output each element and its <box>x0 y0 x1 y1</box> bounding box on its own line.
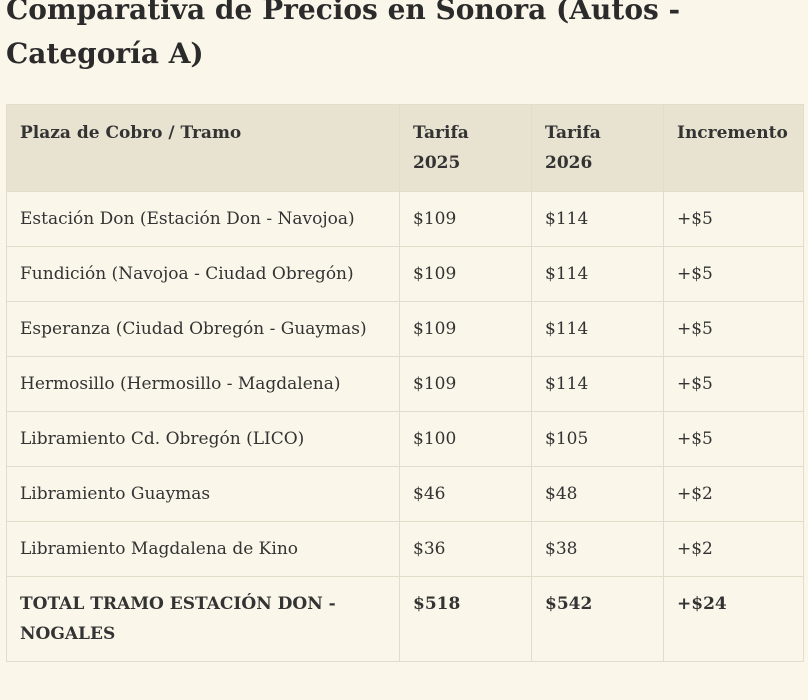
header-cell: Tarifa 2026 <box>531 104 664 192</box>
table-cell: $109 <box>399 246 532 302</box>
table-row: Libramiento Guaymas $46 $48 +$2 <box>6 466 804 522</box>
table-cell: +$5 <box>663 246 804 302</box>
table-cell: +$2 <box>663 466 804 522</box>
table-cell: $114 <box>531 301 664 357</box>
total-cell: $542 <box>531 576 664 662</box>
table-cell: Esperanza (Ciudad Obregón - Guaymas) <box>6 301 400 357</box>
table-cell: +$5 <box>663 356 804 412</box>
table-row: Libramiento Magdalena de Kino $36 $38 +$2 <box>6 521 804 577</box>
title: Comparativa de Precios en Sonora (Autos … <box>6 0 681 70</box>
table-row: Fundición (Navojoa - Ciudad Obregón) $109… <box>6 246 804 302</box>
header-row: Plaza de Cobro / Tramo Tarifa 2025 Tarifa … <box>6 104 804 192</box>
table-cell: Fundición (Navojoa - Ciudad Obregón) <box>6 246 400 302</box>
price-table: Plaza de Cobro / Tramo Tarifa 2025 Tarifa … <box>6 104 804 662</box>
header-cell: Tarifa 2025 <box>399 104 532 192</box>
table-cell: +$2 <box>663 521 804 577</box>
table-cell: $100 <box>399 411 532 467</box>
table-cell: $36 <box>399 521 532 577</box>
total-cell: +$24 <box>663 576 804 662</box>
table-row: Hermosillo (Hermosillo - Magdalena) $109 $… <box>6 356 804 412</box>
table-body: Estación Don (Estación Don - Navojoa) $10… <box>6 191 804 662</box>
table-cell: $46 <box>399 466 532 522</box>
table-cell: $114 <box>531 356 664 412</box>
table-cell: $114 <box>531 191 664 247</box>
table-cell: Libramiento Cd. Obregón (LICO) <box>6 411 400 467</box>
header-cell: Plaza de Cobro / Tramo <box>6 104 400 192</box>
total-cell: TOTAL TRAMO ESTACIÓN DON - NOGALES <box>6 576 400 662</box>
table-cell: +$5 <box>663 301 804 357</box>
table-cell: +$5 <box>663 411 804 467</box>
table-cell: $109 <box>399 301 532 357</box>
table-cell: Estación Don (Estación Don - Navojoa) <box>6 191 400 247</box>
table-cell: +$5 <box>663 191 804 247</box>
table-cell: $38 <box>531 521 664 577</box>
table-cell: $109 <box>399 191 532 247</box>
table-cell: $48 <box>531 466 664 522</box>
table-row: Esperanza (Ciudad Obregón - Guaymas) $109… <box>6 301 804 357</box>
header-cell: Incremento <box>663 104 804 192</box>
table-cell: Libramiento Guaymas <box>6 466 400 522</box>
total-row: TOTAL TRAMO ESTACIÓN DON - NOGALES $518 $5… <box>6 576 804 662</box>
table-cell: Hermosillo (Hermosillo - Magdalena) <box>6 356 400 412</box>
table-row: Estación Don (Estación Don - Navojoa) $10… <box>6 191 804 247</box>
table-cell: $109 <box>399 356 532 412</box>
table-cell: $105 <box>531 411 664 467</box>
table-header: Plaza de Cobro / Tramo Tarifa 2025 Tarifa … <box>6 104 804 192</box>
total-cell: $518 <box>399 576 532 662</box>
table-row: Libramiento Cd. Obregón (LICO) $100 $105 +$… <box>6 411 804 467</box>
table-cell: Libramiento Magdalena de Kino <box>6 521 400 577</box>
table-cell: $114 <box>531 246 664 302</box>
